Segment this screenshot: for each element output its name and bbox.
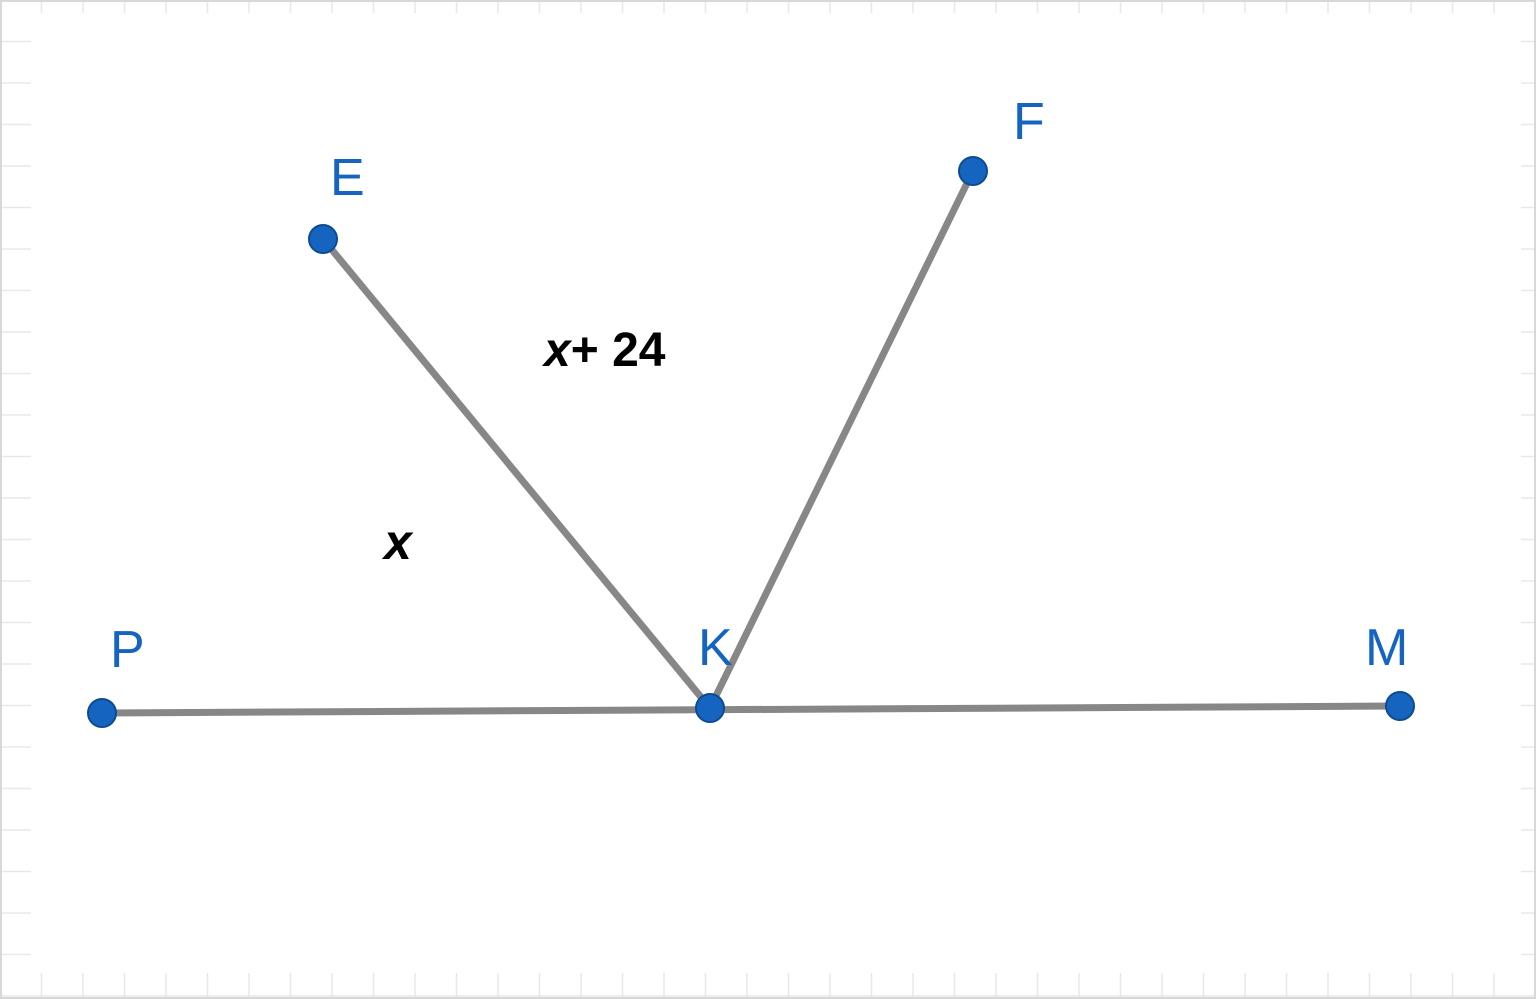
point-label-m: M [1365,618,1408,678]
point-label-k: K [698,618,733,678]
angle-x24-var: x [544,324,571,377]
point-label-p: P [110,620,145,680]
point-label-e: E [330,148,365,208]
angle-x-var: x [384,514,412,570]
angle-label-x: x [380,513,416,571]
point-label-f: F [1013,92,1045,152]
content-white-area [31,13,1521,973]
angle-label-x-plus-24: x+ 24 [540,323,669,378]
angle-x24-rest: + 24 [571,324,666,377]
